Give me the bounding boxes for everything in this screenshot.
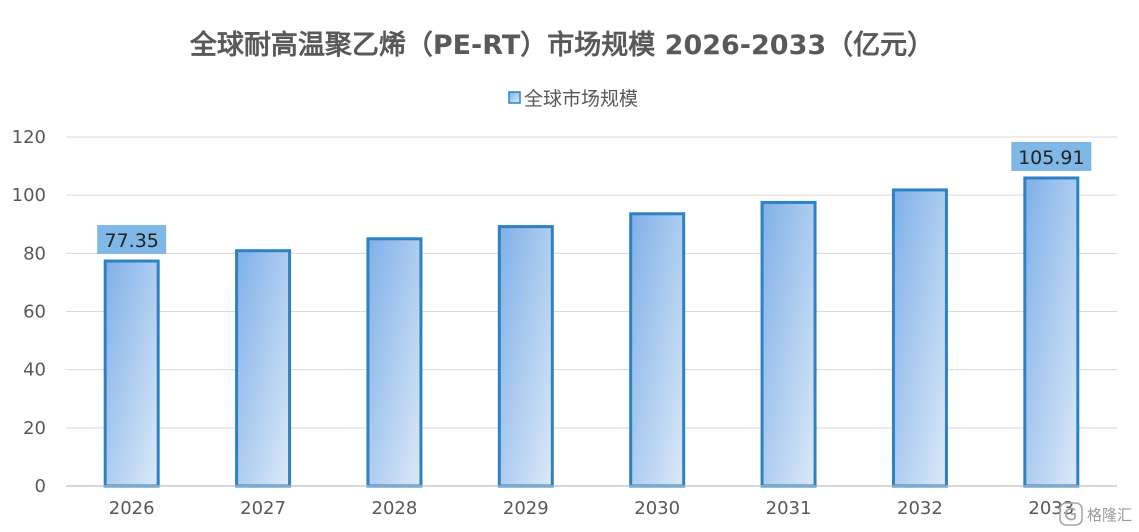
bar xyxy=(497,225,554,488)
legend-label: 全球市场规模 xyxy=(524,88,638,110)
bar xyxy=(235,249,292,488)
data-label-box xyxy=(97,225,167,255)
chart-title: 全球耐高温聚乙烯（PE-RT）市场规模 2026-2033（亿元） xyxy=(189,29,934,61)
x-tick-label: 2029 xyxy=(503,498,549,519)
gridlines xyxy=(66,136,1117,429)
bar xyxy=(366,237,423,488)
x-tick-label: 2032 xyxy=(897,498,943,519)
data-label: 105.91 xyxy=(1018,147,1084,169)
x-tick-label: 2028 xyxy=(372,498,418,519)
bar xyxy=(1023,176,1080,488)
bar xyxy=(629,212,686,488)
y-tick-label: 80 xyxy=(23,243,46,264)
y-tick-label: 20 xyxy=(23,418,46,439)
watermark: 格隆汇 xyxy=(1059,502,1132,526)
y-tick-label: 0 xyxy=(35,476,46,497)
x-tick-label: 2027 xyxy=(240,498,286,519)
x-axis-ticks: 2026 2027 2028 2029 2030 2031 2032 2033 xyxy=(109,498,1074,519)
y-axis-ticks: 0 20 40 60 80 100 120 xyxy=(12,127,46,497)
watermark-text: 格隆汇 xyxy=(1087,506,1132,524)
legend: 全球市场规模 xyxy=(508,88,638,110)
gelonghui-logo-icon xyxy=(1059,502,1083,526)
legend-swatch xyxy=(508,91,521,104)
bar xyxy=(760,200,817,488)
bar xyxy=(103,259,160,488)
y-tick-label: 40 xyxy=(23,360,46,381)
x-tick-label: 2030 xyxy=(634,498,680,519)
data-labels: 77.35 105.91 xyxy=(97,141,1092,255)
x-tick-label: 2026 xyxy=(109,498,155,519)
x-tick-label: 2031 xyxy=(766,498,812,519)
data-label: 77.35 xyxy=(104,230,158,252)
y-tick-label: 60 xyxy=(23,302,46,323)
bars xyxy=(103,176,1080,488)
data-label-box xyxy=(1011,141,1092,171)
y-tick-label: 100 xyxy=(12,185,46,206)
y-tick-label: 120 xyxy=(12,127,46,148)
x-tick-label: 2033 xyxy=(1028,498,1074,519)
bar xyxy=(891,188,948,488)
